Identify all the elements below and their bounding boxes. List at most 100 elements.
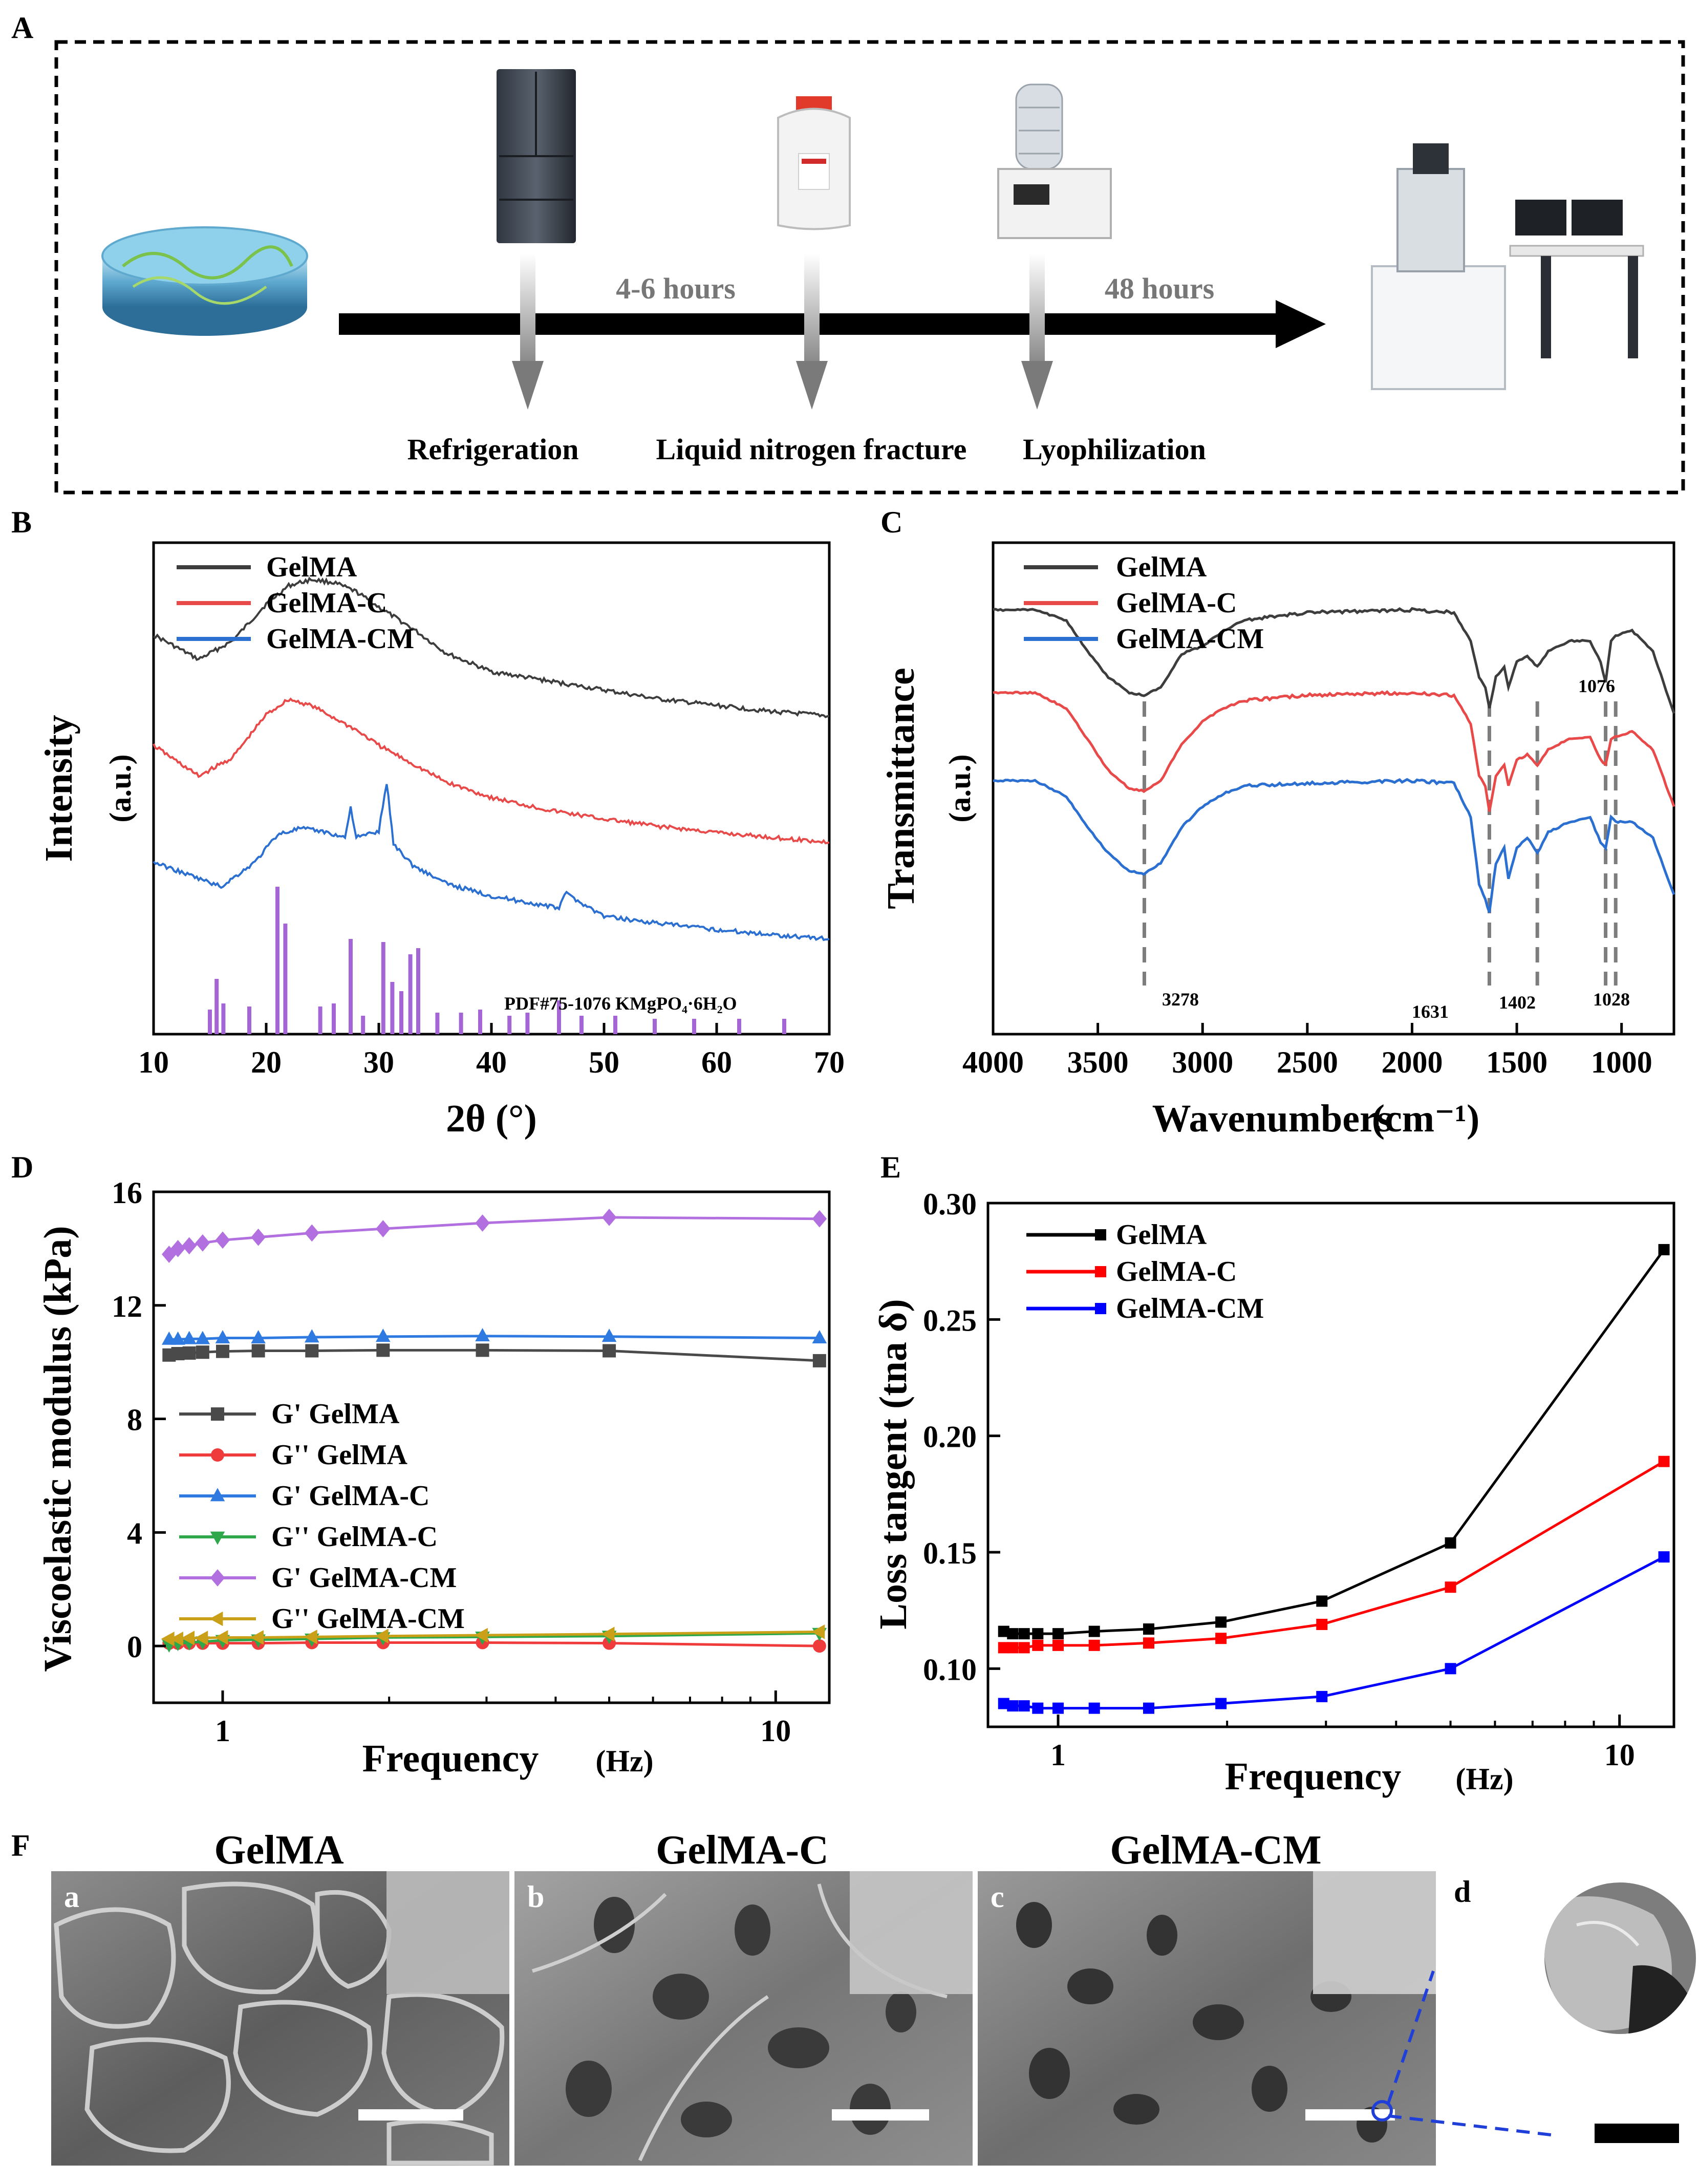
chart-d-viscoelastic: 1 10 0 4 8 12 16 G' GelMA G'' GelMA G' GelMA-C… [36, 1176, 831, 1780]
legend-d-marker-1 [211, 1448, 224, 1462]
sem-sublabel-c: c [991, 1880, 1004, 1914]
chart-d-point-4-3 [195, 1234, 210, 1252]
chart-b-xtick-1: 20 [251, 1045, 282, 1079]
chart-e-point-1-1 [1007, 1642, 1019, 1654]
legend-d-marker-5 [209, 1611, 223, 1626]
chart-b-legend: GelMA GelMA-C GelMA-CM [177, 551, 414, 655]
chart-e-point-1-8 [1316, 1618, 1328, 1630]
sem-title-gelma-c: GelMA-C [656, 1828, 829, 1873]
chart-c-ftir: 4000 3500 3000 2500 2000 1500 1000 GelMA GelMA… [879, 541, 1675, 1140]
legend-d-marker-3 [210, 1531, 225, 1545]
freeze-dryer-image [997, 83, 1112, 239]
timeline-arrow-head [1276, 300, 1326, 348]
chart-e-ytick-2: 0.20 [923, 1420, 977, 1454]
chart-e-xlabel-unit: (Hz) [1455, 1762, 1513, 1796]
chart-e-ytick-4: 0.30 [923, 1187, 977, 1221]
chart-e-point-0-5 [1088, 1625, 1100, 1637]
chart-b-xtick-4: 50 [589, 1045, 619, 1079]
chart-d-point-5-5 [250, 1630, 264, 1645]
chart-c-ylabel-unit: (a.u.) [943, 754, 977, 822]
panel-label-c: C [880, 505, 902, 539]
chart-c-line-0 [993, 607, 1675, 714]
chart-c-xtick-2: 3000 [1172, 1045, 1233, 1079]
chart-d-point-0-6 [305, 1344, 319, 1358]
zoom-region-marker [1371, 2100, 1393, 2122]
chart-e-point-0-3 [1032, 1628, 1044, 1640]
ref-peak-5 [283, 924, 288, 1034]
chart-c-legend: GelMA GelMA-C GelMA-CM [1024, 551, 1264, 655]
chart-d-point-0-7 [376, 1343, 390, 1357]
panel-label-a: A [11, 11, 33, 45]
chart-d-point-2-5 [251, 1330, 266, 1343]
chart-e-frame [986, 1202, 1675, 1728]
chart-d-point-5-3 [195, 1631, 208, 1645]
peak-label-1076: 1076 [1578, 676, 1615, 696]
chart-d-point-4-9 [601, 1209, 617, 1226]
chart-d-point-0-10 [812, 1354, 826, 1367]
peak-label-1028: 1028 [1593, 989, 1630, 1010]
chart-c-ylabel: Transmittance [879, 668, 922, 909]
panel-label-d: D [11, 1150, 33, 1184]
chart-c-xtick-0: 4000 [962, 1045, 1024, 1079]
chart-d-point-2-4 [215, 1330, 230, 1343]
chart-d-point-0-2 [182, 1346, 196, 1360]
chart-d-point-5-7 [375, 1629, 389, 1644]
chart-d-point-4-5 [251, 1228, 266, 1246]
chart-d-point-0-9 [603, 1344, 616, 1358]
chart-d-ylabel: Viscoelastic modulus (kPa) [36, 1226, 79, 1672]
chart-d-point-0-4 [216, 1344, 229, 1358]
chart-d-point-5-9 [601, 1626, 615, 1642]
chart-d-line-0 [168, 1348, 820, 1362]
chart-d-xtick-0: 1 [215, 1714, 230, 1748]
chart-e-point-2-7 [1215, 1698, 1227, 1709]
chart-e-point-1-6 [1143, 1637, 1154, 1649]
legend-d-marker-2 [210, 1488, 225, 1502]
sem-image-gelma-c: b [514, 1871, 973, 2166]
chart-b-xtick-3: 40 [476, 1045, 507, 1079]
chart-e-ytick-0: 0.10 [923, 1653, 977, 1686]
chart-e-point-0-2 [1018, 1628, 1030, 1640]
legend-c-gelma: GelMA [1116, 551, 1207, 583]
legend-e-marker-1 [1095, 1266, 1106, 1277]
chart-c-xlabel: Wavenumbers [1152, 1097, 1392, 1140]
ref-peak-19 [525, 1013, 530, 1034]
chart-d-point-4-10 [812, 1210, 827, 1228]
legend-d-3: G'' GelMA-C [271, 1521, 438, 1553]
chart-d-point-5-2 [181, 1631, 195, 1645]
inset-vial-gelma-cm [1313, 1871, 1436, 1994]
ref-peak-20 [557, 1000, 561, 1034]
chart-d-point-2-1 [170, 1331, 185, 1345]
chart-c-x-ticks: 4000 3500 3000 2500 2000 1500 1000 [962, 1023, 1652, 1079]
duration-refrigeration: 4-6 hours [616, 272, 736, 305]
liquid-nitrogen-tank-image [777, 96, 851, 230]
ref-peak-0 [208, 1010, 212, 1034]
chart-e-point-0-8 [1316, 1595, 1328, 1607]
legend-d-2: G' GelMA-C [271, 1480, 429, 1512]
chart-b-x-ticks: 10 20 30 40 50 60 70 [138, 1023, 845, 1079]
chart-e-line-2 [1003, 1555, 1665, 1710]
chart-e-ytick-1: 0.15 [923, 1536, 977, 1570]
chart-e-point-2-4 [1052, 1702, 1064, 1714]
chart-d-legend: G' GelMA G'' GelMA G' GelMA-C G'' GelMA-… [179, 1398, 465, 1635]
peak-label-1631: 1631 [1412, 1001, 1449, 1022]
chart-d-ytick-3: 12 [112, 1290, 142, 1323]
chart-c-line-2 [993, 778, 1675, 913]
chart-e-point-2-5 [1088, 1702, 1100, 1714]
chart-d-point-2-8 [475, 1328, 490, 1342]
scale-bar-b [832, 2109, 929, 2121]
chart-d-point-0-1 [171, 1347, 185, 1361]
chart-d-ytick-0: 0 [127, 1630, 142, 1664]
chart-c-peak-guides [1142, 701, 1618, 986]
ref-peak-16 [459, 1013, 463, 1034]
chart-d-point-4-1 [170, 1239, 185, 1257]
chart-d-point-5-8 [474, 1628, 488, 1643]
chart-d-xlabel: Frequency [362, 1737, 539, 1780]
ref-peak-13 [408, 954, 413, 1034]
sem-title-gelma-cm: GelMA-CM [1110, 1828, 1321, 1873]
chart-d-ticks: 1 10 0 4 8 12 16 [112, 1176, 791, 1748]
chart-d-point-4-8 [475, 1214, 490, 1232]
chart-e-loss-tangent: 1 10 0.10 0.15 0.20 0.25 0.30 GelMA GelMA-C Ge… [872, 1187, 1675, 1798]
chart-e-point-2-6 [1143, 1702, 1154, 1714]
chart-c-xtick-5: 1500 [1486, 1045, 1547, 1079]
chart-d-point-2-10 [812, 1330, 827, 1343]
